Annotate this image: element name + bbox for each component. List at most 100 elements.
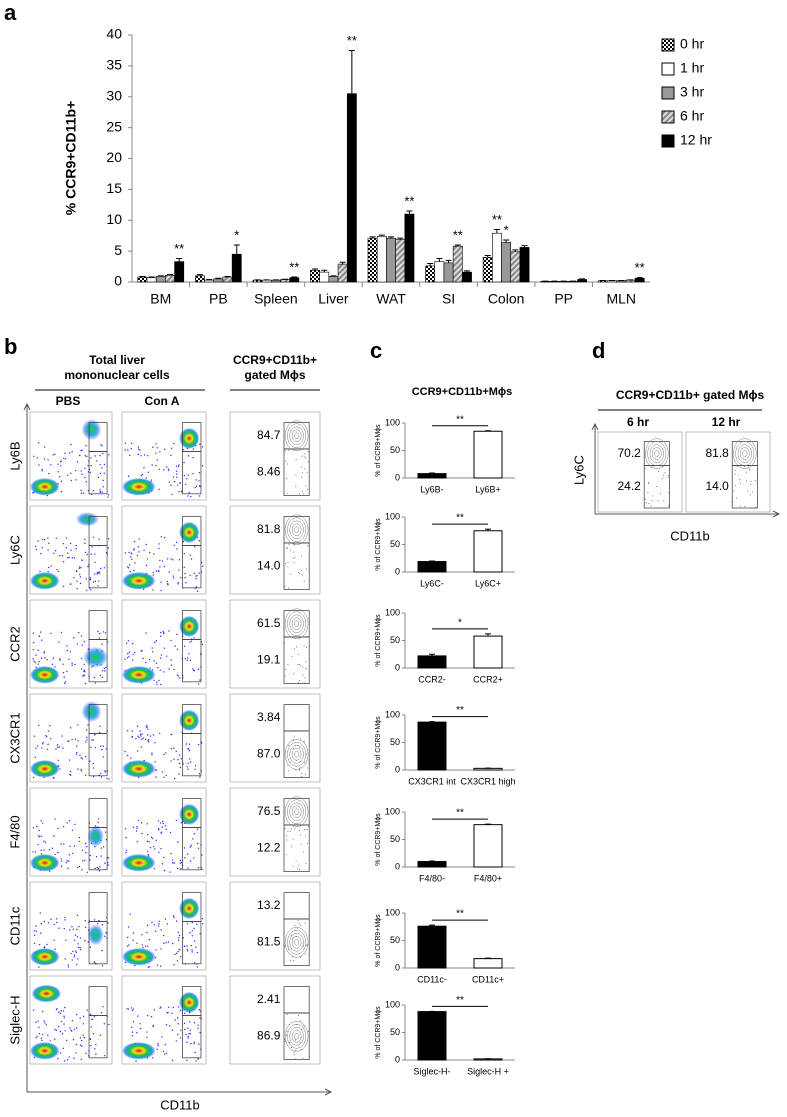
flow-dot [75, 479, 77, 481]
flow-dot [173, 862, 175, 864]
flow-dot [185, 581, 187, 584]
flow-dot [70, 472, 72, 474]
flow-dot [172, 942, 174, 945]
flow-dot [303, 682, 305, 684]
flow-dot [162, 1050, 165, 1053]
flow-dot [131, 642, 134, 645]
flow-dot [189, 554, 192, 556]
flow-dot [38, 660, 40, 663]
flow-dot [75, 951, 78, 954]
flow-dot [143, 466, 145, 469]
flow-dot [305, 753, 307, 755]
flow-dot [201, 854, 203, 856]
flow-dot [71, 829, 74, 831]
flow-dot [668, 474, 670, 476]
flow-dot [149, 551, 151, 554]
error-bar [224, 275, 231, 278]
flow-dot [301, 490, 303, 492]
gate-value: 14.0 [705, 479, 729, 493]
flow-dot [36, 825, 38, 828]
flow-dot [173, 442, 175, 445]
flow-dot [34, 851, 37, 853]
flow-dot [299, 679, 301, 681]
flow-dot [135, 830, 138, 832]
flow-dot [284, 563, 286, 565]
bar [473, 824, 503, 868]
flow-dot [65, 939, 67, 941]
flow-dot [48, 472, 50, 475]
flow-dot [84, 542, 86, 545]
flow-dot [283, 931, 285, 933]
flow-dot [147, 739, 150, 741]
flow-dot [70, 549, 72, 551]
flow-dot [71, 959, 73, 961]
flow-dot [298, 493, 300, 495]
flow-dot [41, 747, 43, 749]
flow-dot [37, 649, 39, 652]
flow-dot [60, 631, 63, 634]
flow-dot [196, 966, 199, 968]
flow-dot [41, 547, 43, 549]
flow-dot [178, 464, 180, 466]
flow-dot [46, 659, 48, 661]
flow-dot [98, 573, 100, 575]
flow-dot [57, 759, 59, 761]
flow-dot [171, 1012, 173, 1014]
flow-dot [169, 831, 172, 834]
flow-dot [39, 570, 41, 573]
flow-dot [142, 946, 144, 949]
contour [284, 514, 309, 546]
flow-dot [71, 738, 73, 741]
flow-dot [300, 664, 302, 666]
flow-dot [93, 676, 96, 679]
flow-density [179, 803, 200, 825]
flow-dot [92, 489, 95, 492]
flow-dot [178, 773, 180, 775]
flow-dot [80, 1039, 83, 1042]
chart-title: CCR9+CD11b+Mϕs [412, 386, 513, 398]
flow-dot [105, 831, 107, 833]
flow-dot [192, 456, 194, 459]
flow-dot [132, 932, 135, 934]
flow-dot [178, 948, 180, 951]
flow-dot [158, 543, 160, 545]
flow-dot [165, 941, 167, 944]
error-bar [148, 276, 155, 278]
flow-dot [84, 842, 87, 845]
flow-dot [307, 451, 309, 453]
flow-dot [97, 585, 99, 587]
flow-dot [287, 664, 289, 666]
flow-dot [170, 454, 172, 457]
flow-dot [79, 576, 82, 578]
flow-dot [179, 862, 182, 864]
flow-dot [64, 958, 66, 960]
flow-dot [41, 743, 44, 745]
flow-dot [59, 659, 62, 661]
flow-dot [85, 729, 88, 731]
flow-dot [81, 758, 84, 760]
error-bar [291, 276, 298, 278]
flow-dot [81, 869, 83, 871]
column-header: 6 hr [627, 415, 649, 429]
flow-dot [162, 934, 165, 937]
flow-dot [53, 835, 55, 837]
flow-dot [53, 552, 55, 555]
gate-value: 8.46 [257, 464, 281, 478]
flow-dot [191, 949, 193, 951]
flow-dot [168, 630, 170, 632]
flow-dot [83, 674, 86, 676]
flow-density [122, 666, 156, 684]
flow-dot [125, 837, 127, 839]
flow-dot [195, 1060, 197, 1062]
flow-dot [161, 863, 164, 865]
flow-dot [100, 847, 103, 849]
flow-dot [97, 821, 99, 823]
column-header: Con A [145, 394, 180, 408]
flow-dot [292, 747, 294, 749]
flow-dot [56, 744, 59, 746]
flow-dot [194, 962, 196, 964]
flow-dot [57, 1026, 60, 1028]
flow-dot [35, 930, 38, 933]
flow-dot [151, 753, 153, 756]
flow-dot [152, 1025, 154, 1028]
